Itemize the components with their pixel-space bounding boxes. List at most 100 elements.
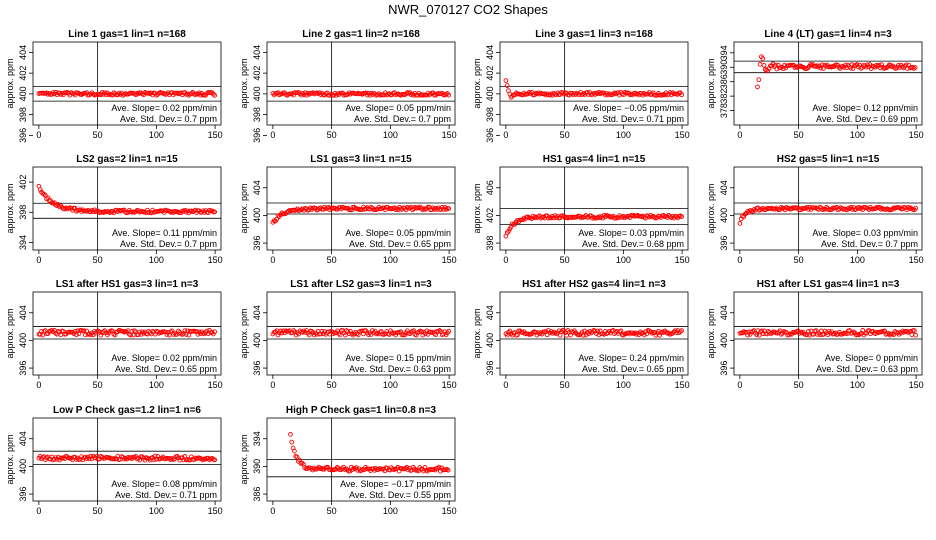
panel-12: HS1 after LS1 gas=4 lin=1 n=3 0 50 100 150 39… [706,279,924,390]
stats-annotation: Ave. Slope= 0 ppm/min [825,353,918,363]
x-tick-label: 100 [149,130,164,140]
stats-annotation: Ave. Slope= 0.11 ppm/min [112,228,217,238]
data-point [436,464,442,470]
data-point [445,467,451,473]
panel-14: High P Check gas=1 lin=0.8 n=3 0 50 100 150 3… [239,405,457,516]
data-point [756,77,762,83]
data-point [57,204,62,210]
y-tick-label: 396 [252,236,262,251]
y-tick-label: 396 [18,487,28,502]
data-point [747,332,753,337]
data-point [508,95,514,100]
y-tick-label: 398 [18,107,28,122]
x-tick-label: 100 [850,255,865,265]
x-tick-label: 150 [675,255,690,265]
x-tick-label: 150 [675,130,690,140]
stats-annotation: Ave. Std. Dev.= 0.65 ppm [349,239,451,249]
stats-annotation: Ave. Std. Dev.= 0.55 ppm [349,490,451,500]
x-tick-label: 0 [503,130,508,140]
data-point [905,204,911,210]
data-point [595,328,600,334]
data-point [913,332,919,338]
x-tick-label: 150 [675,380,690,390]
panel-title: Line 1 gas=1 lin=1 n=168 [68,29,186,40]
data-series [270,328,452,338]
stats-annotation: Ave. Std. Dev.= 0.68 ppm [582,239,684,249]
x-tick-label: 50 [794,380,804,390]
data-point [212,209,218,215]
data-series [36,89,218,98]
y-tick-label: 396 [252,361,262,376]
data-point [876,62,882,68]
stats-annotation: Ave. Slope= 0.02 ppm/min [111,353,217,363]
data-point [890,206,895,212]
data-point [670,90,675,95]
data-point [306,332,312,338]
y-axis-label: approx. ppm [5,58,15,108]
y-tick-label: 398 [18,205,28,220]
stats-annotation: Ave. Std. Dev.= 0.71 ppm [115,490,217,500]
y-tick-label: 398 [485,236,495,251]
data-point [757,62,763,67]
data-point [754,332,760,338]
stats-annotation: Ave. Std. Dev.= 0.7 ppm [120,114,217,124]
x-tick-label: 0 [36,255,41,265]
data-point [326,205,331,210]
x-tick-label: 0 [270,506,275,516]
data-point [910,64,915,70]
x-tick-label: 50 [93,380,103,390]
data-point [507,328,513,334]
y-tick-label: 394 [252,431,262,446]
x-tick-label: 50 [93,255,103,265]
data-point [446,92,452,98]
x-tick-label: 100 [383,130,398,140]
data-point [592,328,598,334]
x-tick-label: 0 [270,130,275,140]
stats-annotation: Ave. Slope= −0.05 ppm/min [573,103,684,113]
data-point [212,93,218,98]
y-tick-label: 396 [18,128,28,143]
panel-grid: Line 1 gas=1 lin=1 n=168 0 50 100 150 396 398 4… [5,29,924,516]
data-point [58,92,64,97]
data-point [504,83,510,88]
y-axis-label: approx. ppm [706,183,716,233]
y-axis-label: approx. ppm [706,308,716,358]
data-series [737,328,919,338]
data-point [402,332,408,338]
data-point [121,207,127,213]
data-point [551,215,557,221]
y-tick-label: 400 [252,86,262,101]
y-tick-label: 396 [252,128,262,143]
data-point [824,204,829,210]
x-tick-label: 0 [36,506,41,516]
x-tick-label: 150 [208,130,223,140]
x-tick-label: 0 [36,380,41,390]
data-point [300,90,305,96]
y-tick-label: 404 [719,180,729,195]
panel-11: HS1 after HS2 gas=4 lin=1 n=3 0 50 100 150 39… [472,279,690,390]
data-point [212,457,218,463]
data-point [546,328,551,333]
stats-annotation: Ave. Slope= 0.05 ppm/min [345,103,451,113]
x-tick-label: 150 [909,130,924,140]
y-tick-label: 402 [18,175,28,190]
data-point [363,328,369,333]
y-tick-label: 390 [252,459,262,474]
stats-annotation: Ave. Slope= 0.03 ppm/min [812,228,918,238]
x-tick-label: 150 [208,380,223,390]
panel-title: Line 2 gas=1 lin=2 n=168 [302,29,420,40]
x-tick-label: 0 [737,380,742,390]
data-point [110,209,115,214]
stats-annotation: Ave. Std. Dev.= 0.7 ppm [821,239,918,249]
y-tick-label: 394 [719,45,729,60]
plot-frame [32,417,222,502]
data-point [302,90,308,96]
data-series [503,78,685,100]
data-point [342,332,348,338]
data-point [815,332,820,337]
data-point [446,328,452,334]
y-axis-label: approx. ppm [239,58,249,108]
data-point [413,332,419,338]
data-point [136,332,141,337]
data-point [291,328,296,333]
